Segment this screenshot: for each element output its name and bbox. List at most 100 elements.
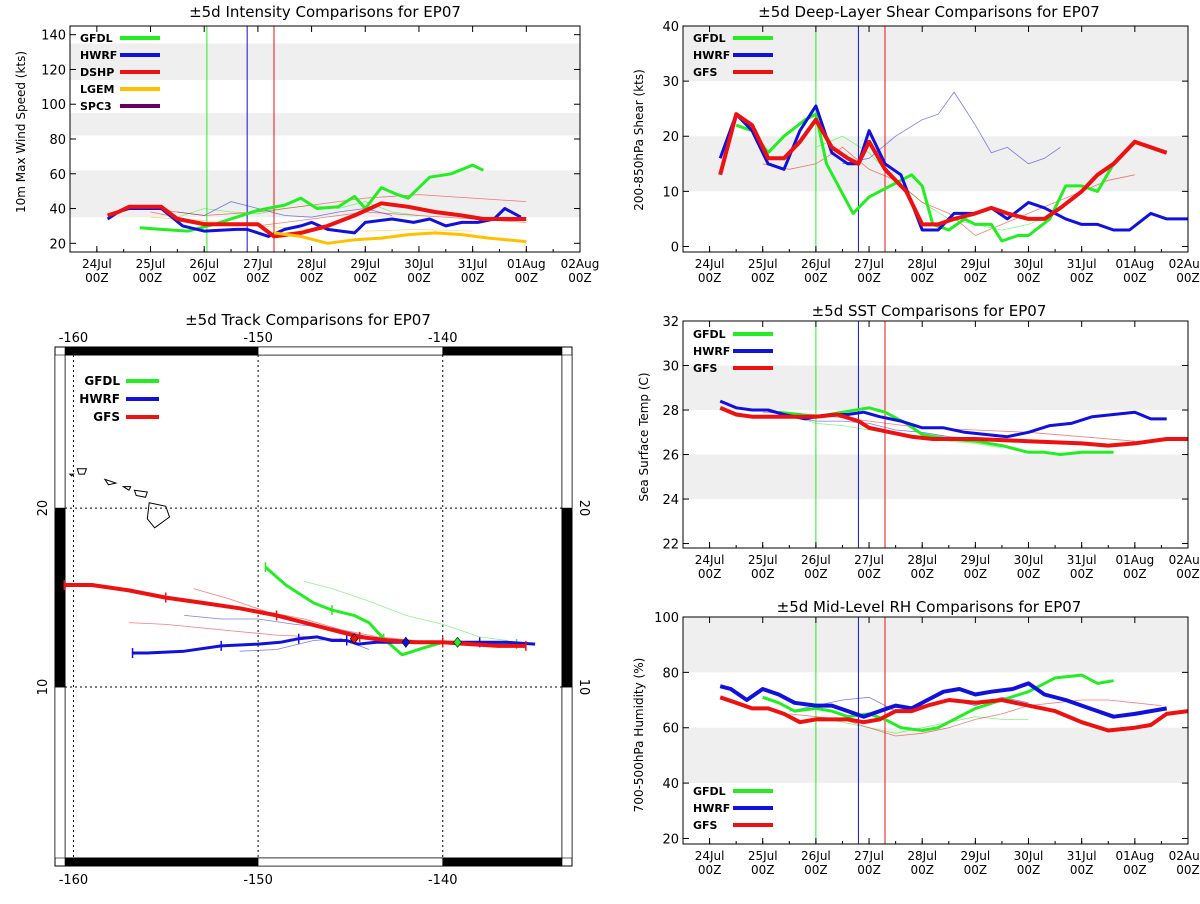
rh-ytick-label: 20 (662, 832, 679, 847)
intensity-ylabel: 10m Max Wind Speed (kts) (14, 51, 28, 213)
sst-xtick-date: 31Jul (1067, 553, 1097, 567)
sst-chart: ±5d SST Comparisons for EP07 Sea Surface… (637, 302, 1200, 581)
rh-xtick-date: 27Jul (854, 849, 884, 863)
intensity-series-hwrf (106, 207, 522, 238)
intensity-xtick-date: 30Jul (404, 257, 434, 271)
shear-ytick-label: 20 (662, 130, 679, 145)
shear-xtick-hour: 00Z (751, 271, 775, 285)
intensity-xtick-date: 25Jul (136, 257, 166, 271)
legend-label-hwrf: HWRF (693, 802, 730, 815)
track-border-segment (561, 686, 573, 859)
track-island-outline (68, 473, 75, 477)
legend-label-gfs: GFS (693, 66, 718, 79)
rh-xtick-date: 24Jul (695, 849, 725, 863)
track-position-marker (401, 636, 411, 648)
track-lat-label-right: 10 (576, 679, 591, 696)
legend-label-hwrf: HWRF (693, 49, 730, 62)
rh-series-hwrf (719, 681, 1168, 719)
track-island-outline (76, 468, 88, 475)
track-island-outline (146, 502, 171, 529)
sst-xtick-date: 29Jul (960, 553, 990, 567)
sst-series-hwrf (719, 399, 1167, 439)
track-island-outline (103, 478, 118, 486)
shear-xtick-date: 30Jul (1014, 257, 1044, 271)
rh-xtick-hour: 00Z (964, 863, 988, 877)
intensity-xtick-hour: 00Z (300, 271, 324, 285)
shear-series-hwrf (718, 104, 1188, 232)
shear-ylabel: 200-850hPa Shear (kts) (632, 69, 646, 211)
intensity-xtick-date: 24Jul (82, 257, 112, 271)
sst-xtick-date: 24Jul (695, 553, 725, 567)
shear-ytick-label: 40 (662, 20, 679, 35)
rh-series-gfdl (762, 673, 1114, 732)
rh-xtick-date: 30Jul (1014, 849, 1044, 863)
intensity-xtick-hour: 00Z (568, 271, 592, 285)
legend-label-gfdl: GFDL (693, 785, 726, 798)
intensity-series-lgem (273, 231, 527, 245)
shear-ytick-label: 0 (671, 240, 679, 255)
intensity-ytick-label: 60 (49, 168, 66, 183)
intensity-xtick-date: 01Aug (507, 257, 546, 271)
intensity-xtick-hour: 00Z (407, 271, 431, 285)
shear-xtick-date: 24Jul (695, 257, 725, 271)
shear-xtick-date: 26Jul (801, 257, 831, 271)
sst-xtick-hour: 00Z (698, 567, 722, 581)
track-legend-label-gfs: GFS (93, 410, 120, 424)
shear-xtick-date: 25Jul (748, 257, 778, 271)
shear-ytick-label: 10 (662, 185, 679, 200)
shear-xtick-hour: 00Z (1070, 271, 1094, 285)
intensity-xtick-hour: 00Z (139, 271, 163, 285)
shear-xtick-hour: 00Z (857, 271, 881, 285)
rh-series-gfs (719, 695, 1189, 733)
sst-ytick-label: 30 (662, 360, 679, 375)
sst-ytick-label: 26 (662, 449, 679, 464)
track-thin-line (304, 581, 508, 641)
track-border-segment (54, 686, 66, 859)
shear-xtick-hour: 00Z (1017, 271, 1041, 285)
sst-xtick-date: 27Jul (854, 553, 884, 567)
sst-xtick-date: 25Jul (748, 553, 778, 567)
rh-title: ±5d Mid-Level RH Comparisons for EP07 (777, 598, 1082, 616)
shear-thin-line (815, 135, 1056, 231)
legend-label-gfdl: GFDL (693, 32, 726, 45)
legend-label-lgem: LGEM (80, 83, 115, 96)
rh-xtick-hour: 00Z (1123, 863, 1147, 877)
sst-xtick-hour: 00Z (751, 567, 775, 581)
sst-xtick-hour: 00Z (857, 567, 881, 581)
intensity-gray-band (70, 43, 580, 80)
intensity-ytick-label: 140 (41, 29, 66, 44)
intensity-xtick-hour: 00Z (515, 271, 539, 285)
sst-xtick-hour: 00Z (804, 567, 828, 581)
shear-series-gfs (718, 112, 1168, 227)
rh-xtick-hour: 00Z (1017, 863, 1041, 877)
intensity-xtick-hour: 00Z (246, 271, 270, 285)
track-chart: ±5d Track Comparisons for EP07 -160 -160 -… (36, 311, 591, 888)
rh-gray-band (683, 727, 1188, 784)
sst-xtick-hour: 00Z (1017, 567, 1041, 581)
sst-xtick-hour: 00Z (1123, 567, 1147, 581)
rh-xtick-hour: 00Z (1070, 863, 1094, 877)
track-border-segment (64, 346, 259, 356)
shear-xtick-date: 01Aug (1115, 257, 1154, 271)
rh-xtick-hour: 00Z (804, 863, 828, 877)
track-legend-label-gfdl: GFDL (84, 374, 120, 388)
legend-label-dshp: DSHP (80, 66, 114, 79)
track-border-segment (64, 857, 259, 867)
sst-ytick-label: 28 (662, 404, 679, 419)
track-border-segment (54, 354, 66, 509)
rh-frame (682, 616, 1189, 845)
intensity-xtick-date: 29Jul (350, 257, 380, 271)
shear-xtick-hour: 00Z (698, 271, 722, 285)
shear-ytick-label: 30 (662, 75, 679, 90)
intensity-xtick-hour: 00Z (461, 271, 485, 285)
sst-gray-band (683, 454, 1188, 500)
rh-chart: ±5d Mid-Level RH Comparisons for EP07 70… (632, 598, 1200, 877)
intensity-xtick-date: 31Jul (458, 257, 488, 271)
sst-xtick-date: 28Jul (907, 553, 937, 567)
track-island-outline (133, 489, 148, 498)
sst-frame (682, 320, 1189, 549)
track-border-segment (442, 857, 563, 867)
intensity-thin-line (150, 194, 527, 216)
